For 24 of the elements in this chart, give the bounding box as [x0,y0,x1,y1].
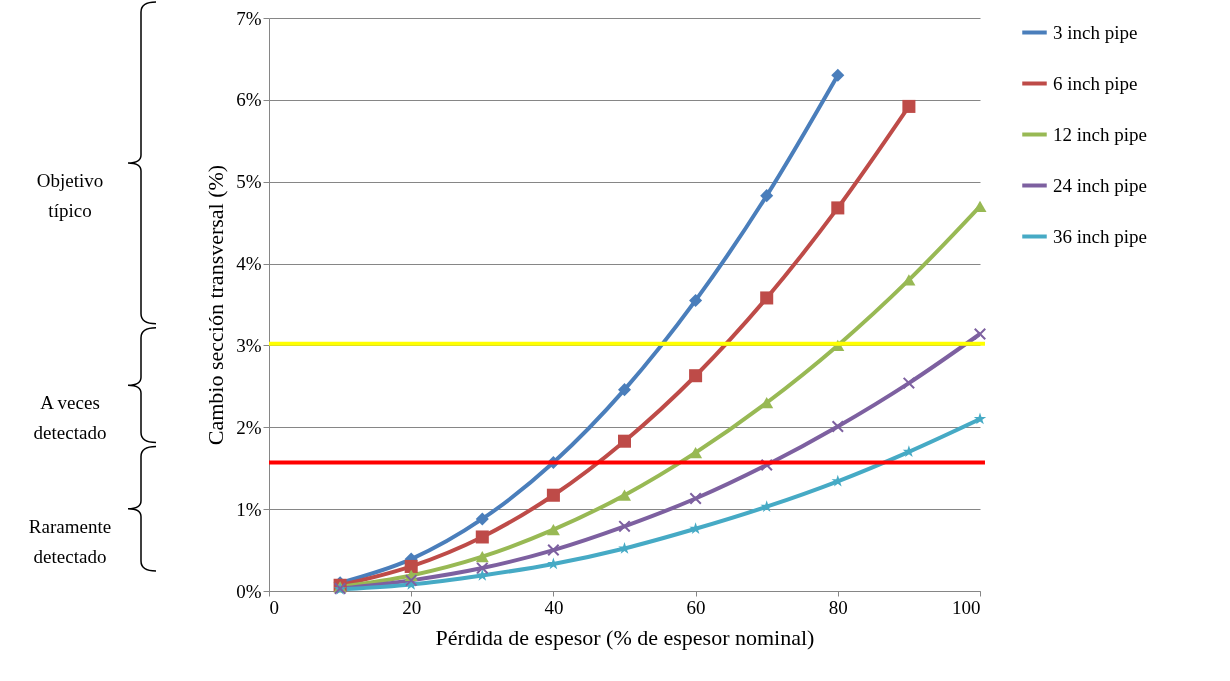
y-tick-label: 7% [236,7,262,29]
x-tick-label: 40 [544,596,564,618]
x-tick-label: 0 [269,596,279,618]
y-tick-label: 1% [236,498,262,520]
text: Raramente detectado [28,515,112,567]
x-tick-label: 60 [686,596,706,618]
legend-label: 3 inch pipe [1053,21,1138,43]
y-tick-label: 6% [236,89,262,111]
x-axis-title: Pérdida de espesor (% de espesor nominal) [435,624,815,650]
x-tick-label: 20 [402,596,422,618]
x-tick-label: 80 [828,596,848,618]
legend-label: 36 inch pipe [1053,225,1147,247]
legend-label: 24 inch pipe [1053,174,1147,196]
text: Objetivo típico [36,169,104,221]
y-tick-label: 4% [236,253,262,275]
y-tick-label: 0% [236,580,262,602]
text: A veces detectado [33,392,107,444]
y-tick-label: 5% [236,171,262,193]
legend-label: 12 inch pipe [1053,123,1147,145]
y-axis-title: Cambio sección transversal (%) [203,164,229,446]
legend-label: 6 inch pipe [1053,72,1138,94]
x-tick-label: 100 [952,596,981,618]
y-tick-label: 3% [236,334,262,356]
y-tick-label: 2% [236,416,262,438]
